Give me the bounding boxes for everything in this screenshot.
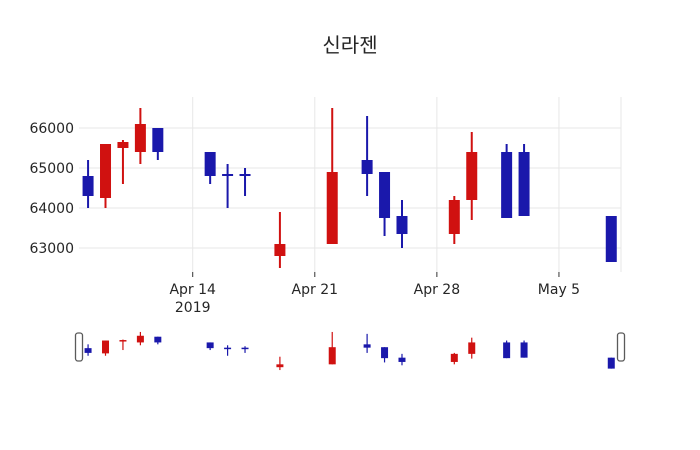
- candle-body: [134, 124, 146, 152]
- candle-body: [274, 244, 286, 256]
- candle-body: [82, 176, 94, 196]
- candle-up[interactable]: [100, 144, 112, 208]
- rangeslider-candle-body: [520, 342, 528, 358]
- rangeslider-candle: [450, 352, 458, 365]
- x-tick-label: May 5: [538, 282, 580, 298]
- candle-body: [361, 160, 373, 174]
- rangeslider-candle-body: [450, 353, 458, 362]
- rangeslider-candle-body: [206, 342, 214, 349]
- candle-up[interactable]: [326, 108, 338, 244]
- rangeslider-handle-right[interactable]: [616, 332, 626, 362]
- x-axis: Apr 14 2019 Apr 21 Apr 28 May 5: [169, 272, 580, 316]
- rangeslider-candle: [503, 340, 511, 359]
- candle-body: [326, 172, 338, 244]
- candle-down[interactable]: [501, 144, 513, 218]
- candle-up[interactable]: [117, 140, 129, 184]
- rangeslider-candle-body: [154, 336, 162, 343]
- candle-body: [379, 172, 391, 218]
- rangeslider-candle: [136, 331, 144, 346]
- rangeslider-candle-body: [84, 348, 92, 353]
- rangeslider-candle-body: [363, 344, 371, 348]
- x-tick-label: Apr 14: [169, 282, 216, 298]
- rangeslider-handle-left[interactable]: [74, 332, 84, 362]
- rangeslider-candle: [241, 346, 249, 353]
- rangeslider-candle-body: [224, 347, 232, 350]
- candles: [82, 108, 617, 268]
- rangeslider-candle-body: [398, 357, 406, 362]
- candle-body: [239, 174, 251, 176]
- candle-body: [605, 216, 617, 262]
- candle-body: [100, 144, 112, 198]
- candle-body: [222, 174, 234, 176]
- rangeslider-candle-body: [503, 342, 511, 359]
- rangeslider-candle: [363, 333, 371, 353]
- rangeslider-candle: [84, 344, 92, 356]
- rangeslider-candle-body: [119, 340, 127, 342]
- candle-down[interactable]: [605, 216, 617, 262]
- y-tick-label: 66000: [29, 121, 74, 137]
- rangeslider-candle: [398, 353, 406, 366]
- candle-down[interactable]: [239, 168, 251, 196]
- rangeslider-candle: [468, 337, 476, 359]
- rangeslider-candle: [206, 342, 214, 351]
- plot-area[interactable]: [79, 97, 621, 272]
- rangeslider-candle: [381, 347, 389, 363]
- rangeslider-candle: [224, 345, 232, 356]
- candle-down[interactable]: [222, 164, 234, 208]
- rangeslider-candle-body: [468, 342, 476, 354]
- candle-down[interactable]: [396, 200, 408, 248]
- y-tick-label: 64000: [29, 201, 74, 217]
- candle-up[interactable]: [134, 108, 146, 164]
- candle-down[interactable]: [152, 128, 164, 160]
- candle-body: [448, 200, 460, 234]
- chart-title: 신라젠: [322, 33, 378, 57]
- y-axis: 66000 65000 64000 63000: [29, 121, 74, 257]
- candle-body: [152, 128, 164, 152]
- candle-body: [518, 152, 530, 216]
- y-tick-label: 63000: [29, 241, 74, 257]
- candle-body: [396, 216, 408, 234]
- x-tick-label: Apr 21: [292, 282, 338, 298]
- rangeslider-candle-body: [381, 347, 389, 359]
- gridlines: [79, 97, 622, 272]
- candle-down[interactable]: [82, 160, 94, 208]
- rangeslider: [74, 329, 626, 375]
- rangeslider-candle-body: [607, 357, 615, 369]
- candle-up[interactable]: [448, 196, 460, 244]
- rangeslider-candle: [520, 340, 528, 358]
- rangeslider-candle: [328, 331, 336, 365]
- rangeslider-candle: [154, 336, 162, 345]
- y-tick-label: 65000: [29, 161, 74, 177]
- candle-up[interactable]: [466, 132, 478, 220]
- candle-body: [501, 152, 513, 218]
- candle-up[interactable]: [274, 212, 286, 268]
- candle-down[interactable]: [204, 152, 216, 184]
- candle-down[interactable]: [518, 144, 530, 216]
- rangeslider-candle-body: [102, 340, 110, 354]
- candle-body: [117, 142, 129, 148]
- x-tick-sublabel: 2019: [175, 300, 211, 316]
- candle-down[interactable]: [361, 116, 373, 196]
- rangeslider-candle: [102, 340, 110, 356]
- rangeslider-candle: [276, 356, 284, 371]
- x-tick-label: Apr 28: [414, 282, 460, 298]
- rangeslider-candle-body: [276, 364, 284, 368]
- candle-body: [466, 152, 478, 200]
- candle-body: [204, 152, 216, 176]
- rangeslider-candle: [119, 339, 127, 351]
- rangeslider-candle-body: [136, 335, 144, 343]
- rangeslider-candle-body: [328, 347, 336, 365]
- rangeslider-candle: [607, 357, 615, 369]
- candle-down[interactable]: [379, 172, 391, 236]
- rangeslider-candle-body: [241, 347, 249, 350]
- rangeslider-track[interactable]: [79, 329, 621, 375]
